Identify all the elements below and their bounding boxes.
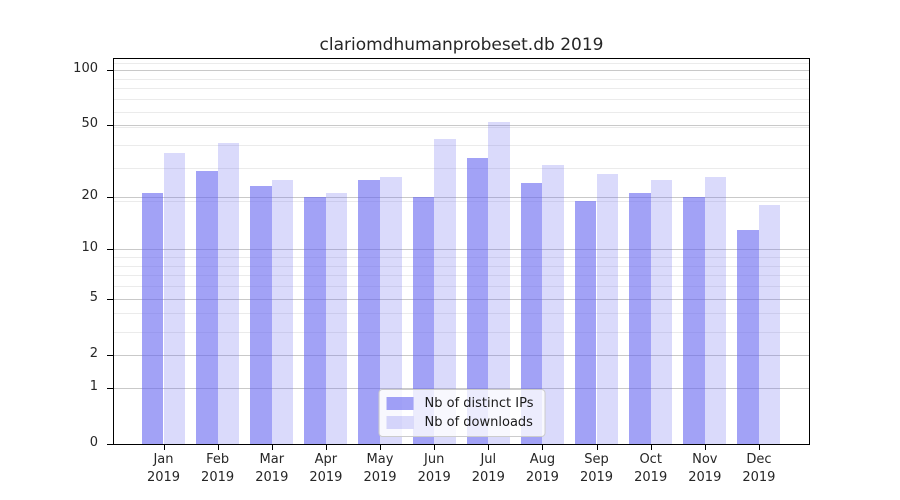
x-tick-label: Nov 2019 bbox=[688, 452, 722, 485]
minor-gridline bbox=[114, 313, 809, 315]
x-tick-mark bbox=[217, 445, 219, 450]
bar-distinct-ips-dec bbox=[737, 229, 759, 444]
bar-downloads-aug bbox=[542, 165, 564, 444]
bars-layer bbox=[114, 59, 809, 444]
bar-distinct-ips-oct bbox=[629, 193, 651, 444]
x-tick-label: Apr 2019 bbox=[309, 452, 343, 485]
chart-title: clariomdhumanprobeset.db 2019 bbox=[319, 35, 604, 55]
minor-gridline bbox=[114, 331, 809, 333]
major-gridline bbox=[114, 387, 809, 389]
major-gridline bbox=[114, 298, 809, 300]
major-gridline bbox=[114, 354, 809, 356]
legend: Nb of distinct IPs Nb of downloads bbox=[378, 389, 546, 437]
major-gridline bbox=[114, 197, 809, 198]
bar-distinct-ips-jan bbox=[141, 193, 164, 444]
legend-swatch bbox=[386, 397, 414, 410]
y-tick-mark bbox=[107, 387, 114, 389]
legend-label: Nb of downloads bbox=[424, 415, 533, 430]
y-tick-label: 50 bbox=[81, 116, 98, 131]
y-tick-label: 0 bbox=[89, 435, 98, 450]
bar-distinct-ips-aug bbox=[520, 182, 543, 444]
minor-gridline bbox=[114, 99, 809, 101]
x-tick-mark bbox=[488, 445, 490, 450]
x-tick-label: Jun 2019 bbox=[417, 452, 451, 485]
x-tick-label: Jul 2019 bbox=[471, 452, 505, 485]
bar-downloads-nov bbox=[704, 176, 727, 444]
bar-distinct-ips-jul bbox=[466, 157, 489, 444]
x-tick-label: Jan 2019 bbox=[146, 452, 181, 485]
y-tick-label: 100 bbox=[73, 60, 98, 76]
x-tick-mark bbox=[163, 445, 165, 450]
legend-swatch bbox=[386, 416, 414, 429]
major-gridline bbox=[114, 69, 809, 71]
major-gridline bbox=[114, 249, 809, 251]
bar-downloads-jul bbox=[488, 121, 510, 444]
x-tick-mark bbox=[650, 445, 652, 450]
x-tick-label: Sep 2019 bbox=[579, 452, 614, 485]
minor-gridline bbox=[114, 265, 809, 267]
minor-gridline bbox=[114, 257, 809, 259]
minor-gridline bbox=[114, 62, 809, 64]
x-tick-mark bbox=[596, 445, 598, 450]
bar-distinct-ips-may bbox=[358, 179, 380, 444]
x-tick-label: Aug 2019 bbox=[525, 452, 559, 485]
minor-gridline bbox=[114, 126, 809, 128]
x-tick-label: Dec 2019 bbox=[742, 452, 776, 485]
minor-gridline bbox=[114, 168, 809, 169]
x-tick-label: Mar 2019 bbox=[255, 452, 289, 485]
gridlines-layer bbox=[114, 59, 809, 444]
bar-distinct-ips-sep bbox=[574, 200, 597, 444]
x-tick-mark bbox=[704, 445, 706, 450]
bar-distinct-ips-jun bbox=[412, 197, 435, 444]
y-tick-label: 1 bbox=[89, 378, 98, 394]
bar-distinct-ips-mar bbox=[250, 186, 272, 444]
y-tick-label: 10 bbox=[81, 240, 98, 256]
bar-downloads-oct bbox=[650, 179, 673, 444]
minor-gridline bbox=[114, 144, 809, 146]
y-tick-mark bbox=[107, 354, 114, 356]
y-tick-label: 2 bbox=[89, 345, 98, 361]
bar-distinct-ips-nov bbox=[683, 197, 705, 444]
minor-gridline bbox=[114, 88, 809, 90]
x-tick-mark bbox=[434, 445, 436, 450]
bar-downloads-dec bbox=[758, 205, 781, 444]
legend-label: Nb of distinct IPs bbox=[424, 396, 534, 411]
x-tick-label: May 2019 bbox=[363, 452, 397, 485]
y-tick-mark bbox=[107, 125, 114, 126]
minor-gridline bbox=[114, 275, 809, 277]
x-tick-mark bbox=[325, 445, 327, 450]
bar-downloads-mar bbox=[271, 179, 294, 444]
major-gridline bbox=[114, 125, 809, 126]
legend-item: Nb of distinct IPs bbox=[386, 396, 534, 411]
y-tick-mark bbox=[107, 197, 114, 198]
minor-gridline bbox=[114, 286, 809, 288]
bar-distinct-ips-feb bbox=[196, 170, 218, 444]
legend-item: Nb of downloads bbox=[386, 415, 534, 430]
x-tick-mark bbox=[542, 445, 544, 450]
bar-downloads-may bbox=[380, 176, 402, 444]
x-tick-mark bbox=[758, 445, 760, 450]
bar-downloads-feb bbox=[217, 142, 240, 444]
x-tick-label: Feb 2019 bbox=[201, 452, 235, 485]
y-tick-mark bbox=[107, 69, 114, 71]
minor-gridline bbox=[114, 200, 809, 202]
bar-downloads-apr bbox=[325, 193, 348, 444]
bar-distinct-ips-apr bbox=[304, 197, 326, 444]
y-tick-label: 5 bbox=[89, 289, 98, 305]
y-tick-mark bbox=[107, 249, 114, 251]
plot-area bbox=[113, 58, 810, 445]
bar-downloads-jan bbox=[163, 153, 186, 444]
x-tick-mark bbox=[271, 445, 273, 450]
bar-downloads-jun bbox=[434, 138, 456, 444]
y-tick-mark bbox=[107, 298, 114, 300]
minor-gridline bbox=[114, 78, 809, 80]
x-tick-label: Oct 2019 bbox=[634, 452, 668, 485]
y-tick-mark bbox=[107, 444, 114, 445]
minor-gridline bbox=[114, 111, 809, 113]
x-tick-mark bbox=[380, 445, 381, 450]
bar-downloads-sep bbox=[596, 173, 619, 444]
y-tick-label: 20 bbox=[81, 188, 98, 203]
